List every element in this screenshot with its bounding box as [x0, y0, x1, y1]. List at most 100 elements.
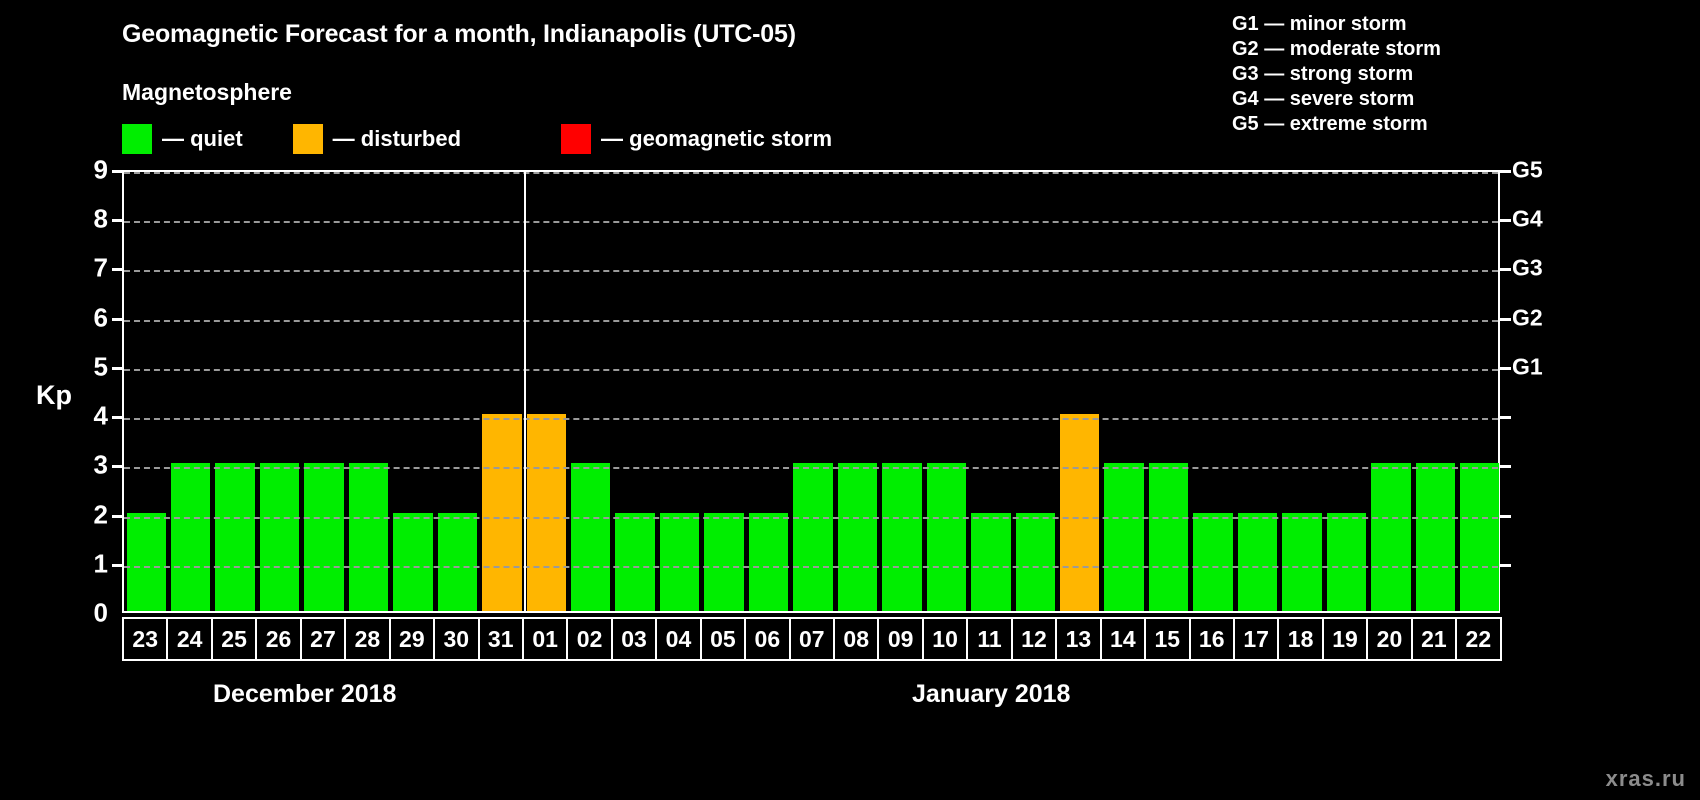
- bar-day-27[interactable]: [304, 463, 344, 611]
- bar-day-15[interactable]: [1148, 463, 1189, 611]
- date-cell-18[interactable]: 18: [1277, 617, 1324, 661]
- date-cell-10[interactable]: 10: [921, 617, 969, 661]
- y-tick-3: [112, 465, 123, 469]
- month-label-left: December 2018: [213, 680, 397, 708]
- date-cell-06[interactable]: 06: [744, 617, 791, 661]
- date-cell-16[interactable]: 16: [1188, 617, 1235, 661]
- bar-day-12[interactable]: [1015, 512, 1055, 611]
- bar-day-31[interactable]: [482, 414, 522, 611]
- bar-day-14[interactable]: [1104, 463, 1144, 611]
- date-cell-22[interactable]: 22: [1455, 617, 1502, 661]
- date-cell-09[interactable]: 09: [877, 617, 924, 661]
- y-tick-label-1: 1: [93, 548, 108, 579]
- y-tick-5: [112, 366, 123, 370]
- gridline-kp-3: [124, 467, 1498, 470]
- bar-series: [124, 172, 1500, 611]
- date-cell-29[interactable]: 29: [388, 617, 436, 661]
- g-tick-G1: [1500, 366, 1511, 370]
- g-tick-minor-3: [1500, 465, 1511, 469]
- legend-label: — quiet: [162, 126, 243, 151]
- y-tick-label-5: 5: [93, 351, 108, 382]
- date-cell-23[interactable]: 23: [122, 617, 169, 661]
- y-tick-label-4: 4: [93, 400, 108, 431]
- bar-day-19[interactable]: [1326, 512, 1367, 611]
- g-tick-G3: [1500, 268, 1511, 272]
- date-cell-11[interactable]: 11: [966, 617, 1013, 661]
- date-cell-03[interactable]: 03: [610, 617, 658, 661]
- legend-item-disturbed: — disturbed: [292, 124, 462, 154]
- bar-day-23[interactable]: [126, 512, 166, 611]
- date-cell-05[interactable]: 05: [699, 617, 747, 661]
- date-axis: 23 24 25 26 27 28 29 30 31 01 02 03 04 05 06 07 08 09 10 11…: [122, 617, 1502, 661]
- gscale-row-1: G1 — minor storm: [1232, 13, 1407, 35]
- legend-label: — disturbed: [332, 126, 462, 151]
- y-tick-label-2: 2: [93, 499, 108, 530]
- y-tick-4: [112, 416, 123, 420]
- bar-day-25[interactable]: [215, 463, 255, 611]
- date-cell-30[interactable]: 30: [433, 617, 480, 661]
- bar-day-11[interactable]: [971, 512, 1011, 611]
- date-cell-19[interactable]: 19: [1321, 617, 1369, 661]
- bar-day-13[interactable]: [1059, 414, 1100, 611]
- bar-day-26[interactable]: [259, 463, 300, 611]
- bar-day-07[interactable]: [793, 463, 833, 611]
- date-cell-27[interactable]: 27: [299, 617, 347, 661]
- y-axis-title: Kp: [36, 380, 72, 410]
- y-tick-label-7: 7: [93, 252, 108, 283]
- date-cell-14[interactable]: 14: [1099, 617, 1147, 661]
- bar-day-22[interactable]: [1460, 463, 1500, 611]
- g-tick-label-G3: G3: [1512, 254, 1543, 281]
- date-cell-02[interactable]: 02: [566, 617, 613, 661]
- date-cell-15[interactable]: 15: [1144, 617, 1191, 661]
- legend-label: — geomagnetic storm: [601, 126, 833, 151]
- date-cell-28[interactable]: 28: [344, 617, 391, 661]
- y-tick-2: [112, 514, 123, 518]
- bar-day-28[interactable]: [348, 463, 389, 611]
- date-cell-13[interactable]: 13: [1055, 617, 1102, 661]
- gscale-row-4: G4 — severe storm: [1232, 88, 1415, 110]
- bar-day-01[interactable]: [526, 414, 566, 611]
- magnetosphere-legend: — quiet — disturbed — geomagnetic storm: [122, 123, 832, 155]
- date-cell-26[interactable]: 26: [255, 617, 302, 661]
- date-cell-17[interactable]: 17: [1232, 617, 1280, 661]
- g-tick-G5: [1500, 170, 1511, 173]
- g-tick-label-G2: G2: [1512, 304, 1543, 331]
- bar-day-20[interactable]: [1371, 463, 1411, 611]
- g-tick-minor-2: [1500, 514, 1511, 518]
- bar-day-06[interactable]: [748, 512, 789, 611]
- date-cell-04[interactable]: 04: [655, 617, 702, 661]
- date-cell-20[interactable]: 20: [1366, 617, 1413, 661]
- date-cell-08[interactable]: 08: [833, 617, 880, 661]
- month-divider: [524, 172, 527, 611]
- date-cell-01[interactable]: 01: [521, 617, 569, 661]
- legend-item-quiet: — quiet: [122, 124, 243, 154]
- date-cell-21[interactable]: 21: [1410, 617, 1458, 661]
- bar-day-08[interactable]: [837, 463, 878, 611]
- date-cell-25[interactable]: 25: [210, 617, 258, 661]
- date-cell-12[interactable]: 12: [1010, 617, 1058, 661]
- y-tick-7: [112, 268, 123, 272]
- bar-day-04[interactable]: [659, 512, 700, 611]
- bar-day-09[interactable]: [882, 463, 922, 611]
- bar-day-29[interactable]: [393, 512, 433, 611]
- bar-day-17[interactable]: [1237, 512, 1278, 611]
- y-tick-label-6: 6: [93, 302, 108, 333]
- bar-day-16[interactable]: [1193, 512, 1233, 611]
- chart-subtitle: Magnetosphere: [122, 79, 292, 105]
- g-tick-minor-1: [1500, 563, 1511, 567]
- bar-day-10[interactable]: [926, 463, 967, 611]
- bar-day-03[interactable]: [615, 512, 655, 611]
- y-tick-9: [112, 170, 123, 173]
- gridline-kp-2: [124, 516, 1498, 519]
- bar-day-02[interactable]: [571, 463, 611, 611]
- date-cell-24[interactable]: 24: [166, 617, 213, 661]
- gridline-kp-8: [124, 221, 1498, 224]
- bar-day-24[interactable]: [170, 463, 211, 611]
- date-cell-07[interactable]: 07: [788, 617, 835, 661]
- date-cell-31[interactable]: 31: [477, 617, 524, 661]
- plot-area: [122, 170, 1500, 613]
- bar-day-18[interactable]: [1282, 512, 1322, 611]
- bar-day-30[interactable]: [437, 512, 478, 611]
- bar-day-05[interactable]: [704, 512, 744, 611]
- bar-day-21[interactable]: [1415, 463, 1456, 611]
